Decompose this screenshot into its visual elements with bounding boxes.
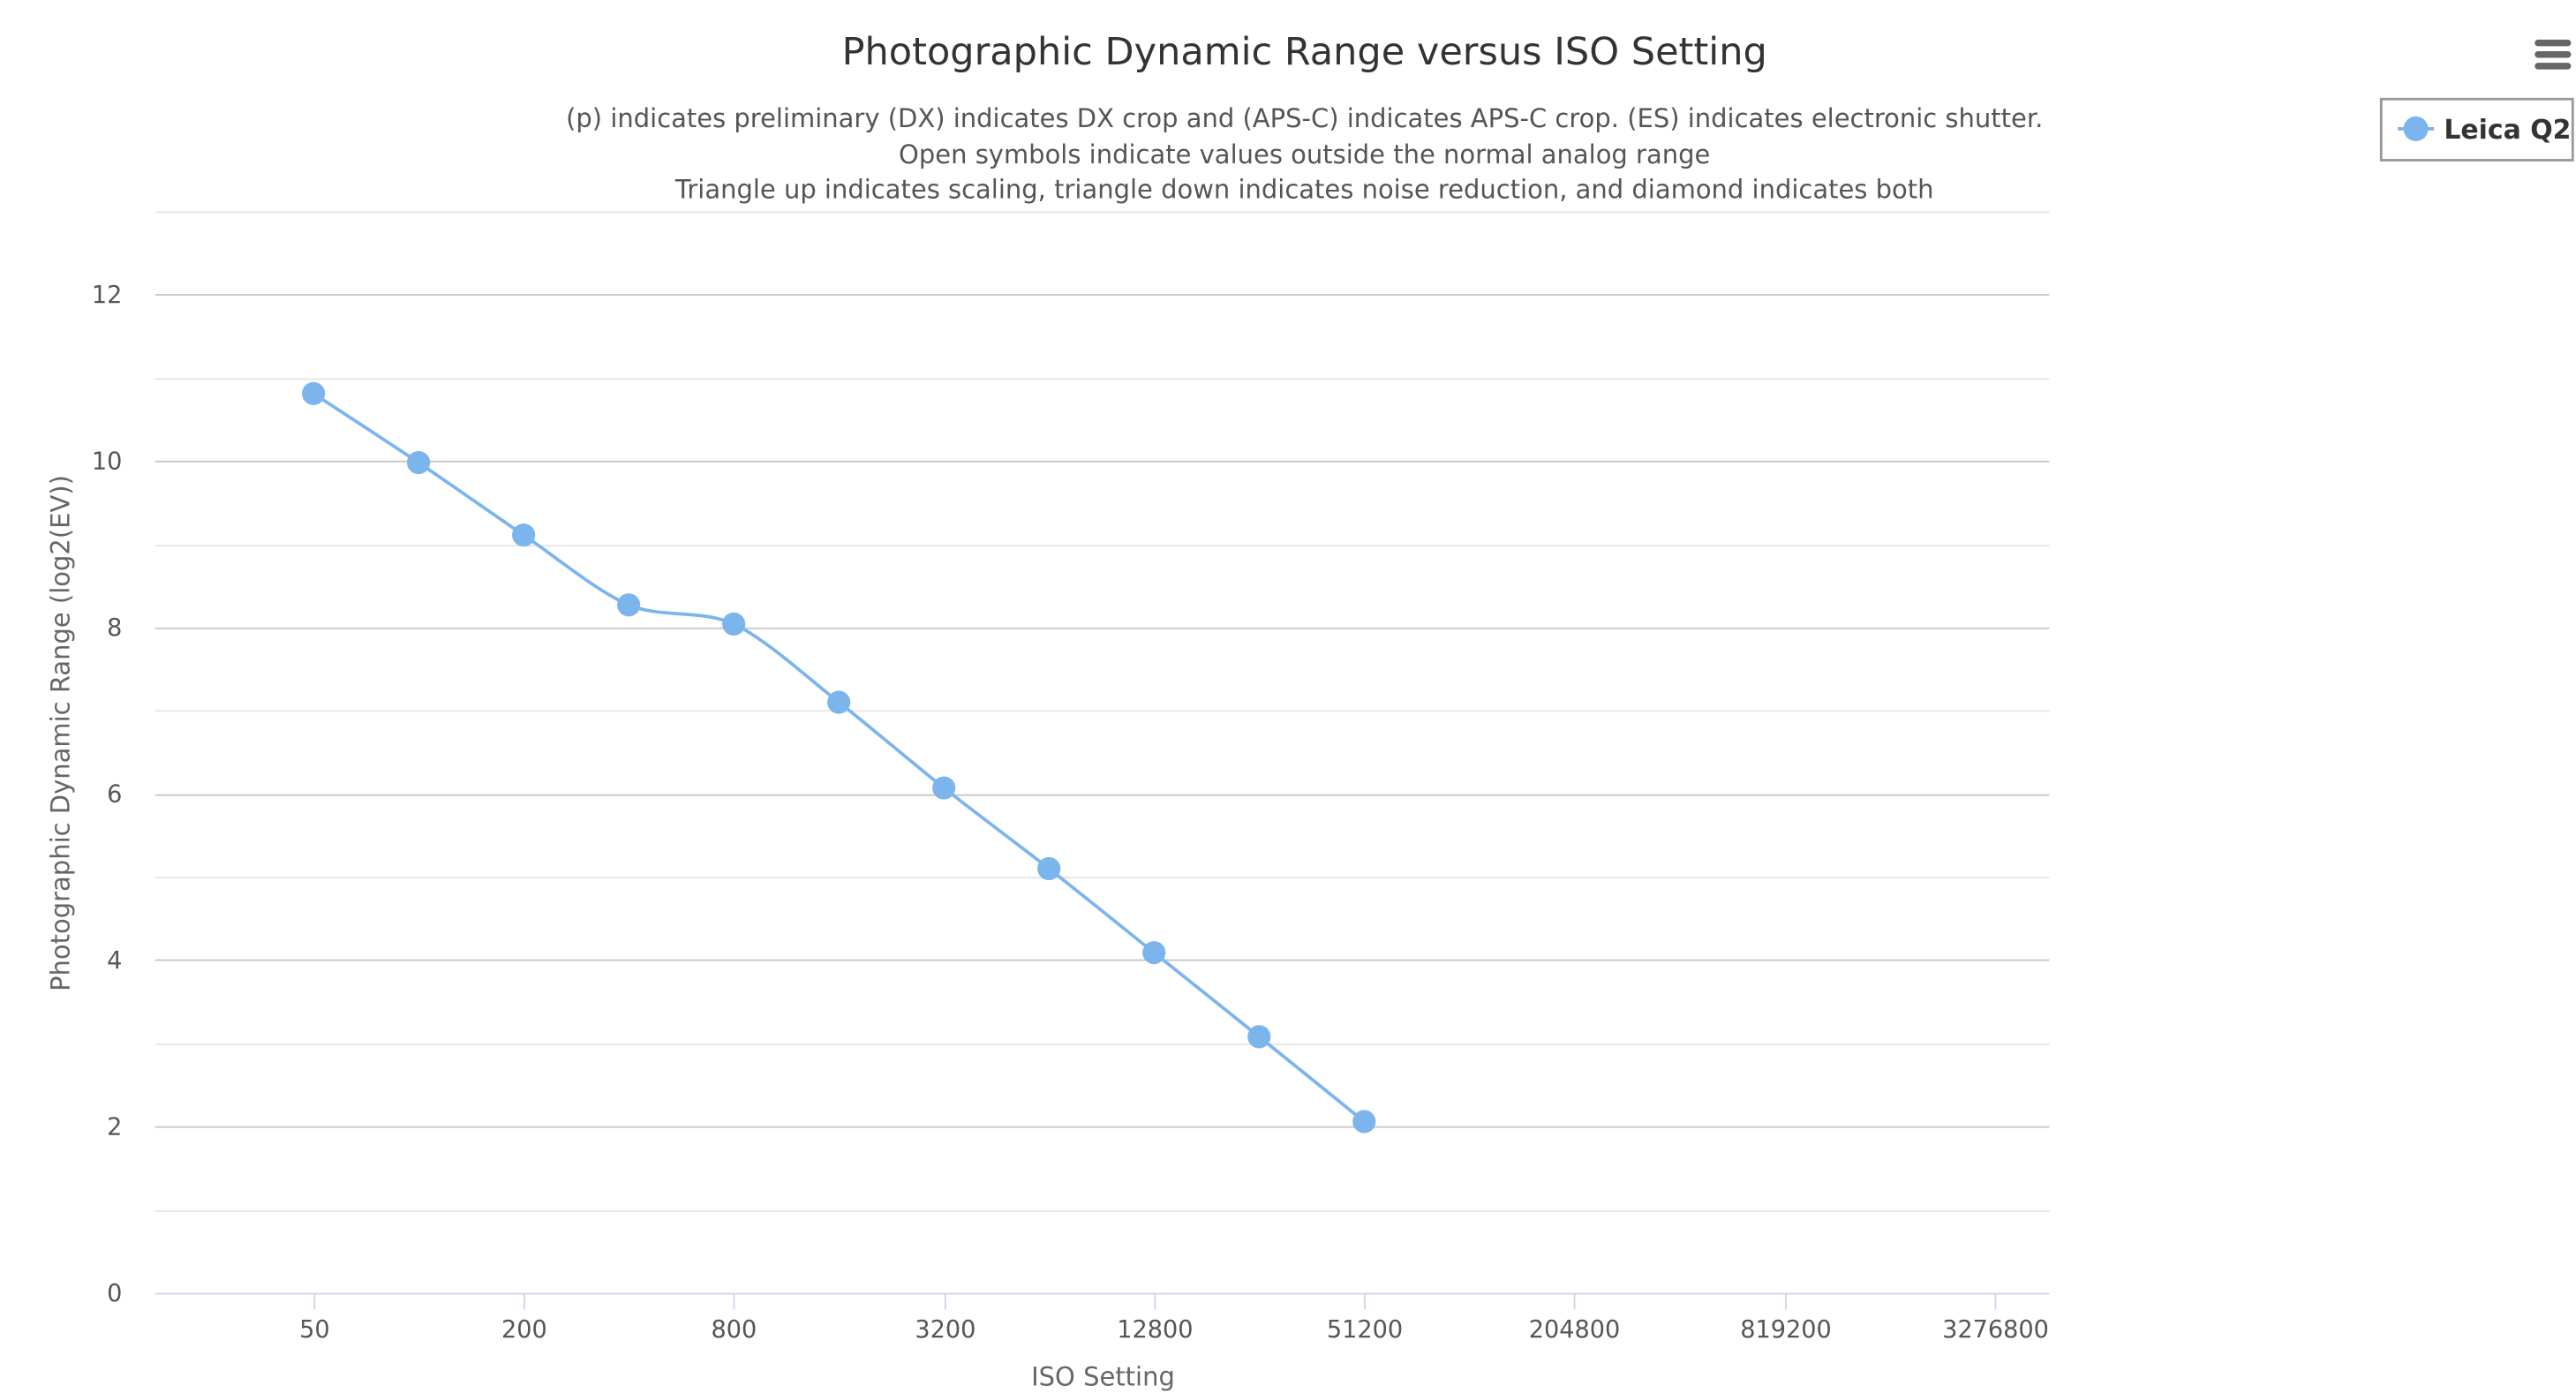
data-point-iso-50[interactable] xyxy=(302,381,326,405)
y-tick-label: 2 xyxy=(107,1113,122,1141)
y-axis-ticks: 0 2 4 6 8 10 12 xyxy=(92,282,123,1307)
y-tick-label: 10 xyxy=(92,448,123,476)
data-point-iso-200[interactable] xyxy=(512,523,536,547)
chart-title: Photographic Dynamic Range versus ISO Se… xyxy=(842,30,1767,74)
data-point-iso-800[interactable] xyxy=(722,612,746,636)
y-tick-label: 6 xyxy=(107,781,122,809)
y-tick-label: 4 xyxy=(107,947,122,975)
y-axis-title: Photographic Dynamic Range (log2(EV)) xyxy=(46,475,76,991)
x-tick-label: 50 xyxy=(299,1316,330,1344)
chart-subtitle-line-3: Triangle up indicates scaling, triangle … xyxy=(674,174,1934,204)
x-tick-label: 819200 xyxy=(1740,1316,1832,1344)
series-leica-q2 xyxy=(302,381,1376,1133)
gridlines xyxy=(154,211,2050,1212)
legend-item-leica-q2[interactable]: Leica Q2 xyxy=(2397,115,2572,146)
legend-circle-marker xyxy=(2403,116,2429,141)
data-point-iso-12800[interactable] xyxy=(1142,941,1166,965)
x-tick-label: 200 xyxy=(501,1316,547,1344)
x-tick-label: 51200 xyxy=(1327,1316,1403,1344)
chart-subtitle-line-1: (p) indicates preliminary (DX) indicates… xyxy=(566,103,2043,133)
y-tick-label: 0 xyxy=(107,1280,122,1307)
series-line xyxy=(313,392,1366,1123)
legend: Leica Q2 xyxy=(2379,97,2574,162)
data-point-iso-100[interactable] xyxy=(407,450,431,475)
data-point-iso-6400[interactable] xyxy=(1037,856,1061,881)
y-tick-label: 8 xyxy=(107,614,122,642)
legend-label: Leica Q2 xyxy=(2444,115,2571,146)
data-point-iso-1600[interactable] xyxy=(827,690,851,714)
x-tick-label: 204800 xyxy=(1529,1316,1620,1344)
x-tick-label: 3200 xyxy=(915,1316,975,1344)
data-point-iso-400[interactable] xyxy=(617,593,641,617)
y-tick-label: 12 xyxy=(92,282,123,309)
x-tick-label: 12800 xyxy=(1117,1316,1193,1344)
chart-subtitle-line-2: Open symbols indicate values outside the… xyxy=(899,139,1710,169)
x-tick-label: 3276800 xyxy=(1942,1316,2049,1344)
hamburger-menu-icon[interactable] xyxy=(2535,39,2572,70)
x-axis-title: ISO Setting xyxy=(1031,1361,1175,1391)
data-point-iso-51200[interactable] xyxy=(1352,1110,1376,1133)
x-tick-label: 800 xyxy=(712,1316,757,1344)
data-point-iso-25600[interactable] xyxy=(1247,1025,1271,1049)
data-point-iso-3200[interactable] xyxy=(932,776,956,800)
x-axis-ticks: 50 200 800 3200 12800 51200 204800 819200 327680… xyxy=(299,1292,2049,1344)
